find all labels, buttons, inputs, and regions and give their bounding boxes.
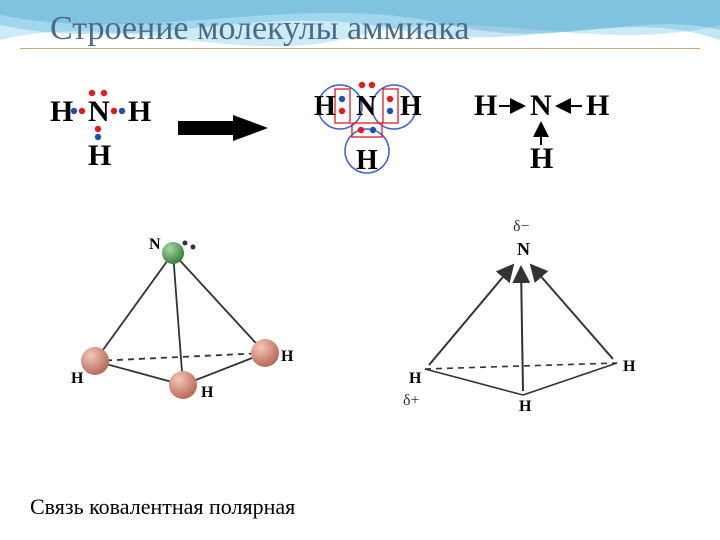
diagram-content: H N H H bbox=[0, 63, 720, 413]
atom-H-left: H bbox=[314, 91, 336, 122]
atom-H-right: H bbox=[400, 91, 422, 122]
bond-dot bbox=[339, 96, 345, 102]
lewis-row: H N H H bbox=[20, 63, 700, 193]
pyramid-dipole-model: δ− N H H H δ+ bbox=[385, 213, 665, 413]
bond-dot bbox=[119, 108, 125, 114]
apex-edge bbox=[173, 253, 183, 385]
atom-H-left: H bbox=[474, 89, 497, 122]
lone-pair-dot bbox=[89, 90, 95, 96]
label-N: N bbox=[149, 236, 161, 253]
dipole-arrow bbox=[429, 265, 513, 365]
dipole-arrow bbox=[521, 267, 523, 391]
apex-edge bbox=[95, 253, 173, 361]
lone-pair-dot bbox=[183, 241, 188, 246]
base-edge-back bbox=[425, 363, 617, 369]
pyramid-ball-model: N H H H bbox=[55, 213, 315, 413]
lone-pair-dot bbox=[191, 245, 196, 250]
atom-H-sphere bbox=[251, 339, 279, 367]
footer-caption: Связь ковалентная полярная bbox=[30, 494, 295, 520]
atom-N: N bbox=[530, 89, 552, 122]
bond-box bbox=[352, 123, 382, 137]
lone-pair-dot bbox=[359, 82, 365, 88]
geometry-row: N H H H δ− N bbox=[20, 213, 700, 413]
atom-H-left: H bbox=[50, 95, 73, 128]
atom-H-right: H bbox=[586, 89, 609, 122]
dipole-arrow bbox=[531, 265, 613, 359]
bond-dot bbox=[358, 127, 364, 133]
arrow-icon bbox=[178, 115, 268, 141]
bond-dot bbox=[71, 108, 77, 114]
bond-box bbox=[383, 89, 398, 123]
base-edge bbox=[425, 369, 523, 395]
bond-dot bbox=[370, 127, 376, 133]
label-H: H bbox=[71, 370, 84, 387]
label-H: H bbox=[281, 348, 294, 365]
lone-pair-dot bbox=[369, 82, 375, 88]
apex-edge bbox=[173, 253, 265, 353]
delta-minus-label: δ− bbox=[513, 218, 530, 235]
lewis-structure-bonded: H N H H bbox=[286, 63, 446, 193]
delta-plus-label: δ+ bbox=[403, 392, 420, 409]
atom-H-sphere bbox=[169, 371, 197, 399]
atom-H-bottom: H bbox=[88, 139, 111, 172]
bond-dot bbox=[387, 96, 393, 102]
bond-dot bbox=[339, 108, 345, 114]
bond-box bbox=[335, 89, 350, 123]
base-edge bbox=[523, 363, 617, 395]
label-H: H bbox=[519, 398, 532, 413]
atom-H-bottom: H bbox=[530, 142, 553, 175]
bond-dot bbox=[95, 126, 101, 132]
label-H: H bbox=[201, 384, 214, 401]
bond-dot bbox=[387, 108, 393, 114]
atom-H-bottom: H bbox=[356, 145, 378, 176]
atom-H-sphere bbox=[81, 347, 109, 375]
reaction-arrow bbox=[178, 113, 268, 143]
label-H: H bbox=[623, 358, 636, 375]
bond-dot bbox=[79, 108, 85, 114]
label-H: H bbox=[409, 370, 422, 387]
label-N: N bbox=[517, 239, 530, 259]
lone-pair-dot bbox=[101, 90, 107, 96]
atom-N: N bbox=[88, 95, 110, 128]
atom-H-right: H bbox=[128, 95, 151, 128]
bond-arrow-structure: H N H H bbox=[464, 73, 614, 183]
atom-N: N bbox=[356, 91, 376, 122]
page-title: Строение молекулы аммиака bbox=[20, 0, 700, 49]
lewis-structure-initial: H N H H bbox=[30, 73, 160, 183]
bond-dot bbox=[111, 108, 117, 114]
bond-dot bbox=[95, 134, 101, 140]
atom-N-sphere bbox=[162, 242, 184, 264]
